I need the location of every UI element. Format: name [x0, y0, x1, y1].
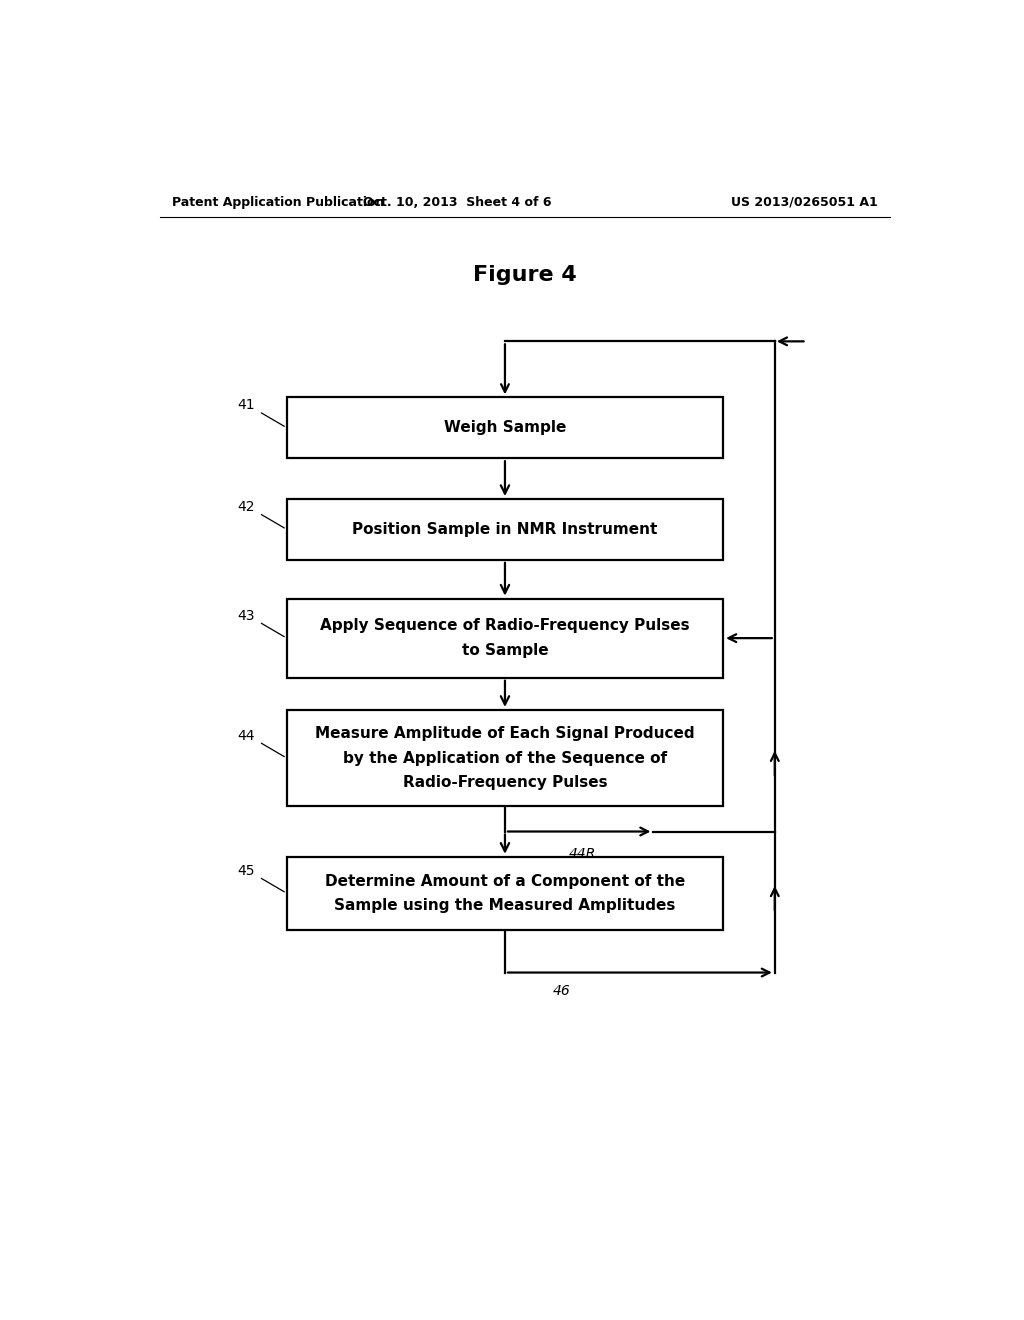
Text: 43: 43 [238, 609, 255, 623]
Bar [287, 499, 723, 560]
Text: Sample using the Measured Amplitudes: Sample using the Measured Amplitudes [334, 898, 676, 913]
Text: Oct. 10, 2013  Sheet 4 of 6: Oct. 10, 2013 Sheet 4 of 6 [364, 195, 552, 209]
Text: Patent Application Publication: Patent Application Publication [172, 195, 384, 209]
Text: Determine Amount of a Component of the: Determine Amount of a Component of the [325, 874, 685, 888]
Bar [287, 857, 723, 929]
Text: 41: 41 [238, 399, 255, 412]
Text: 44: 44 [238, 729, 255, 743]
Text: Weigh Sample: Weigh Sample [443, 420, 566, 436]
Bar [287, 397, 723, 458]
Text: Apply Sequence of Radio-Frequency Pulses: Apply Sequence of Radio-Frequency Pulses [321, 619, 690, 634]
Bar [287, 710, 723, 807]
Text: Position Sample in NMR Instrument: Position Sample in NMR Instrument [352, 521, 657, 537]
Bar [287, 598, 723, 677]
Text: 44R: 44R [568, 847, 596, 861]
Text: Radio-Frequency Pulses: Radio-Frequency Pulses [402, 775, 607, 789]
Text: Measure Amplitude of Each Signal Produced: Measure Amplitude of Each Signal Produce… [315, 726, 694, 742]
Text: US 2013/0265051 A1: US 2013/0265051 A1 [731, 195, 878, 209]
Text: by the Application of the Sequence of: by the Application of the Sequence of [343, 751, 667, 766]
Text: 42: 42 [238, 500, 255, 513]
Text: 45: 45 [238, 863, 255, 878]
Text: 46: 46 [553, 983, 570, 998]
Text: to Sample: to Sample [462, 643, 548, 657]
Text: Figure 4: Figure 4 [473, 265, 577, 285]
